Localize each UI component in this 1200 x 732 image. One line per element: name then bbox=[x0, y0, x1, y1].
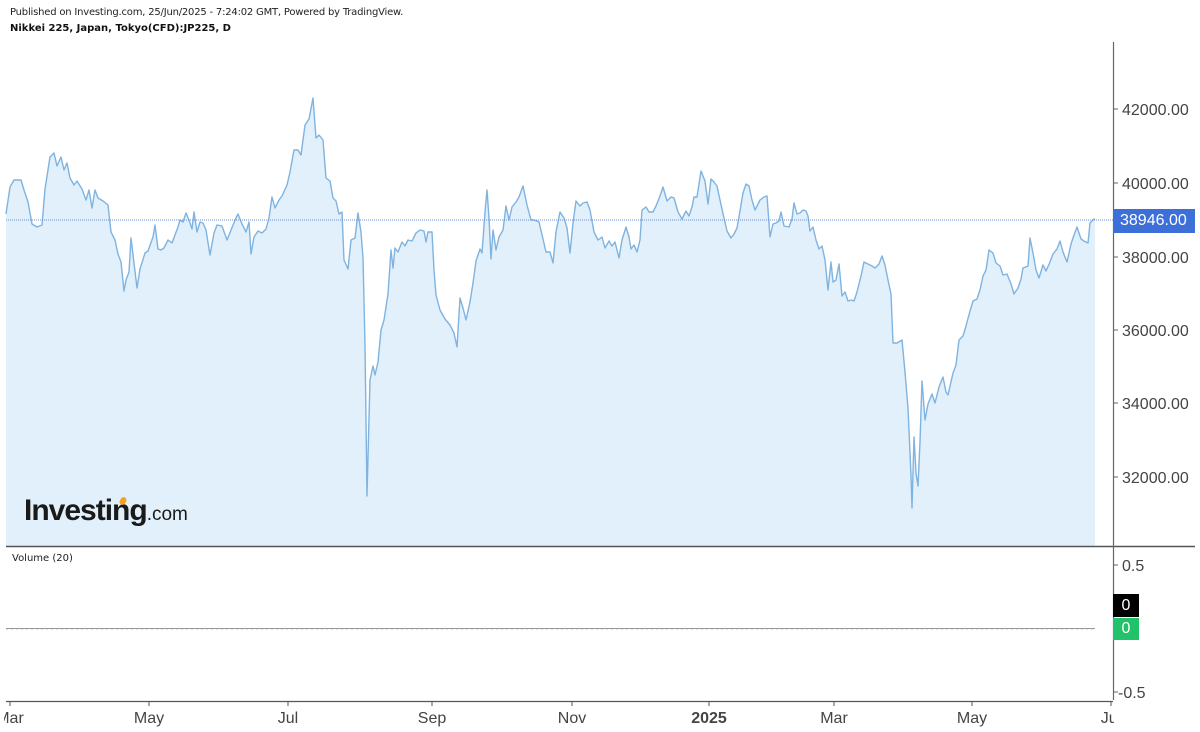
symbol-title: Nikkei 225, Japan, Tokyo(CFD):JP225, D bbox=[10, 23, 231, 34]
time-label-mar-2024: Mar bbox=[0, 710, 24, 727]
current-price-tag: 38946.00 bbox=[1113, 209, 1195, 233]
price-area-fill bbox=[6, 98, 1095, 546]
price-tick-32000: 32000.00 bbox=[1122, 470, 1189, 487]
logo-text: Investing bbox=[24, 494, 148, 527]
price-axis-ticks bbox=[1113, 108, 1118, 693]
price-tick-42000: 42000.00 bbox=[1122, 102, 1189, 119]
volume-value-tag: 0 bbox=[1113, 594, 1139, 617]
price-tick-38000: 38000.00 bbox=[1122, 250, 1189, 267]
investing-logo: Investing.com bbox=[24, 494, 188, 528]
volume-pane-title: Volume (20) bbox=[12, 553, 73, 564]
label-mask-left bbox=[0, 705, 4, 732]
time-label-jul-2024: Jul bbox=[278, 710, 298, 727]
time-label-may-2024: May bbox=[134, 710, 164, 727]
volume-ma-tag: 0 bbox=[1113, 618, 1139, 640]
logo-suffix: .com bbox=[146, 504, 188, 525]
time-label-sep-2024: Sep bbox=[418, 710, 447, 727]
time-axis-ticks bbox=[9, 701, 1112, 706]
volume-tick-neg: -0.5 bbox=[1118, 685, 1146, 702]
time-label-may-2025: May bbox=[957, 710, 987, 727]
time-label-2025: 2025 bbox=[691, 710, 727, 727]
time-label-nov-2024: Nov bbox=[558, 710, 586, 727]
published-info: Published on Investing.com, 25/Jun/2025 … bbox=[10, 7, 404, 18]
price-tick-34000: 34000.00 bbox=[1122, 396, 1189, 413]
volume-tick-pos: 0.5 bbox=[1122, 558, 1144, 575]
price-tick-40000: 40000.00 bbox=[1122, 176, 1189, 193]
label-mask-right bbox=[1114, 705, 1200, 732]
price-tick-36000: 36000.00 bbox=[1122, 323, 1189, 340]
time-label-mar-2025: Mar bbox=[820, 710, 848, 727]
price-line bbox=[5, 97, 1096, 509]
